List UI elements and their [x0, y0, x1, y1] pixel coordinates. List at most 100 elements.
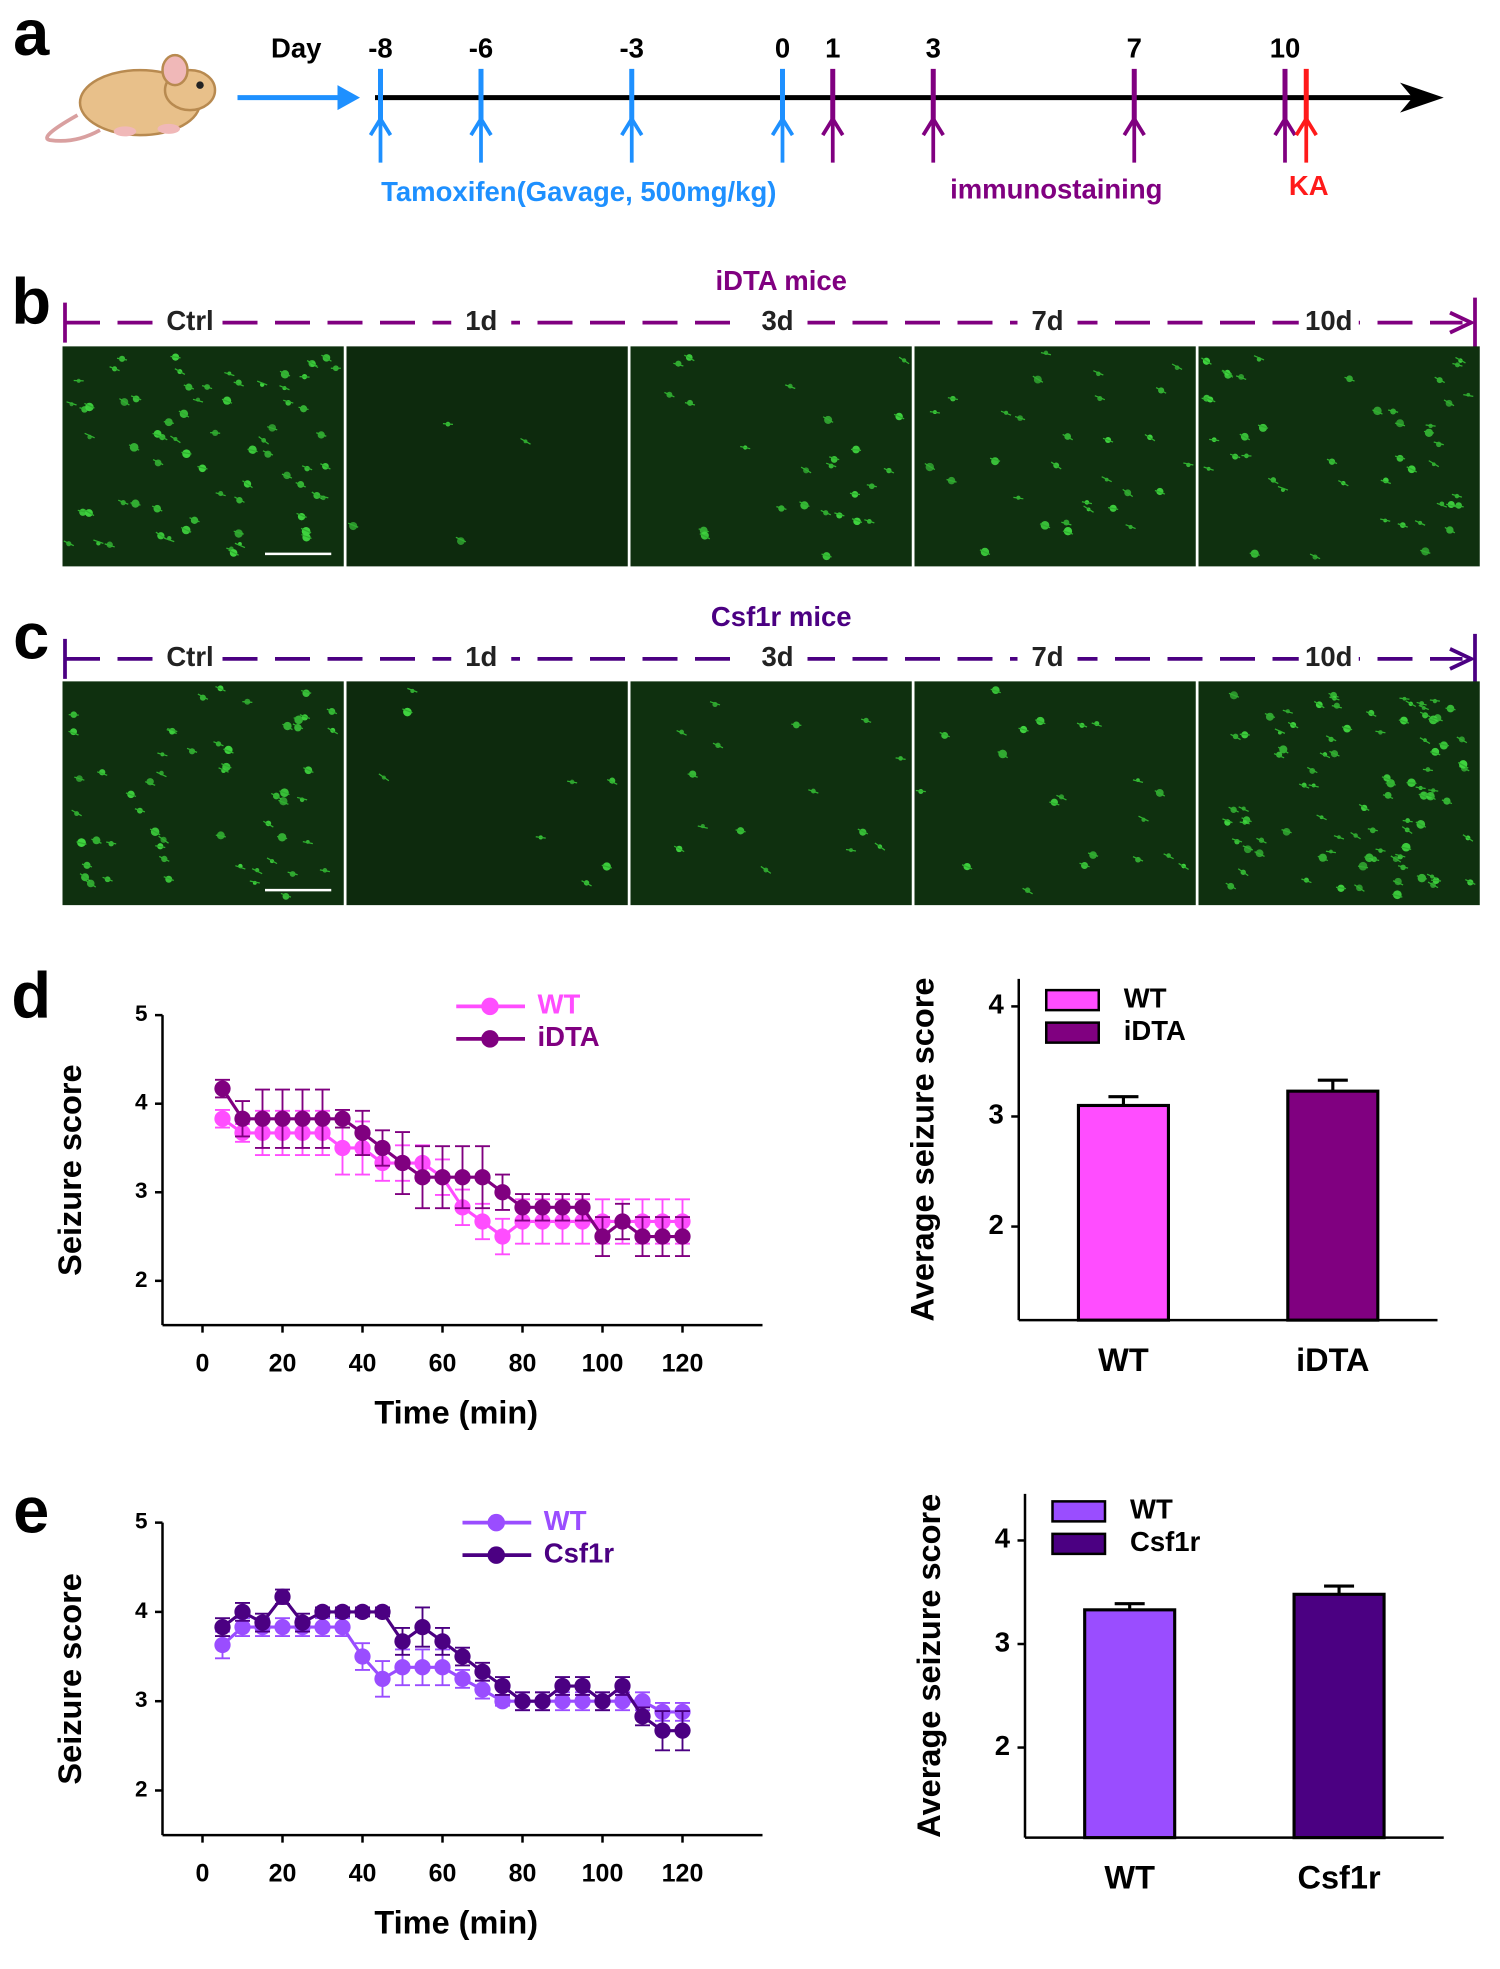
label-bg — [747, 307, 808, 338]
cell-process — [293, 717, 304, 721]
cell-process — [1365, 711, 1377, 717]
point — [494, 1677, 511, 1695]
point — [274, 1110, 291, 1127]
cell-process — [128, 444, 140, 451]
cell-process — [1333, 835, 1345, 840]
point — [334, 1603, 351, 1621]
x-tick-label: 80 — [509, 1860, 537, 1888]
cell-process — [277, 835, 288, 840]
cell-process — [84, 402, 95, 409]
cell-process — [251, 868, 263, 875]
cell-process — [1341, 726, 1353, 731]
cell-process — [1108, 507, 1119, 510]
time-arrow-head — [368, 115, 393, 137]
cell-process — [1419, 711, 1431, 718]
cell-process — [1201, 357, 1212, 365]
cell — [1358, 861, 1368, 871]
cell-process — [1178, 862, 1189, 870]
cell-process — [1453, 504, 1464, 508]
micrograph — [346, 681, 628, 906]
cell-process — [71, 809, 82, 817]
cell-process — [228, 549, 239, 556]
point — [254, 1110, 271, 1127]
cell-process — [535, 836, 546, 839]
day-tick-label: 3 — [926, 32, 941, 63]
cell-process — [164, 537, 175, 543]
cell-process — [249, 880, 260, 884]
cell-process — [1344, 376, 1355, 382]
point — [434, 1659, 451, 1676]
microglia-cells — [347, 421, 531, 545]
bar — [1076, 1103, 1170, 1322]
day-tick-label: 7 — [1127, 32, 1142, 63]
point — [674, 1228, 691, 1245]
x-tick-label: 120 — [662, 1860, 704, 1888]
cell-process — [687, 773, 698, 778]
cell-process — [1422, 768, 1433, 772]
cell-process — [1094, 395, 1106, 401]
cell-process — [1018, 727, 1029, 732]
cell-process — [825, 462, 837, 468]
point — [494, 1228, 511, 1245]
cell-process — [266, 857, 278, 865]
point — [454, 1670, 471, 1687]
timepoint-label: 1d — [465, 641, 497, 672]
cell-process — [213, 741, 224, 747]
x-tick-label: Csf1r — [1298, 1860, 1381, 1896]
bar — [1292, 1592, 1386, 1840]
cell-process — [326, 708, 338, 715]
cell-process — [247, 448, 258, 453]
cell-process — [1331, 704, 1342, 709]
cell-process — [1394, 455, 1406, 460]
cell-process — [740, 445, 751, 450]
cell-process — [1281, 829, 1292, 834]
cell-process — [234, 542, 246, 549]
cell-process — [1425, 424, 1436, 427]
cell-process — [1382, 794, 1394, 800]
point — [634, 1693, 651, 1710]
timepoint-label: 10d — [1305, 305, 1352, 336]
point — [474, 1213, 491, 1230]
cell-process — [791, 723, 802, 726]
cell-process — [997, 751, 1008, 759]
cell-process — [829, 456, 840, 461]
cell-process — [808, 789, 819, 794]
legend-label: iDTA — [1124, 1015, 1186, 1046]
cell-process — [157, 434, 168, 441]
cell-process — [864, 519, 875, 524]
cell-process — [1427, 881, 1439, 889]
cell-process — [1013, 496, 1024, 500]
timeline-arrowhead — [1400, 82, 1444, 113]
cell-process — [321, 354, 332, 362]
cell-process — [1428, 789, 1439, 792]
cell-process — [301, 465, 313, 471]
timepoint-label: 3d — [761, 305, 793, 336]
point — [574, 1693, 591, 1710]
cell-process — [1392, 880, 1404, 886]
cell-process — [1325, 850, 1337, 854]
day-tick-label: 0 — [775, 32, 790, 63]
legend-label: Csf1r — [1130, 1526, 1201, 1557]
cell-process — [170, 435, 181, 444]
cell-process — [83, 509, 95, 517]
point — [374, 1670, 391, 1687]
cell-process — [893, 413, 905, 420]
legend-swatch — [1051, 1500, 1107, 1523]
y-tick-label: 2 — [135, 1267, 148, 1292]
cell-process — [119, 398, 130, 406]
microglia-cells — [673, 701, 906, 874]
cell-process — [1401, 826, 1413, 834]
point — [394, 1659, 411, 1676]
cell-process — [1372, 409, 1383, 415]
cell — [1424, 428, 1434, 437]
point — [234, 1603, 251, 1621]
cell-process — [1132, 856, 1144, 862]
y-tick-label: 2 — [135, 1776, 148, 1801]
cell-process — [1225, 882, 1237, 890]
cell-process — [834, 512, 845, 517]
cell-process — [320, 463, 331, 470]
cell-process — [712, 742, 724, 749]
label-bg — [160, 643, 220, 674]
cell-process — [280, 892, 292, 898]
cell-process — [1415, 786, 1426, 790]
